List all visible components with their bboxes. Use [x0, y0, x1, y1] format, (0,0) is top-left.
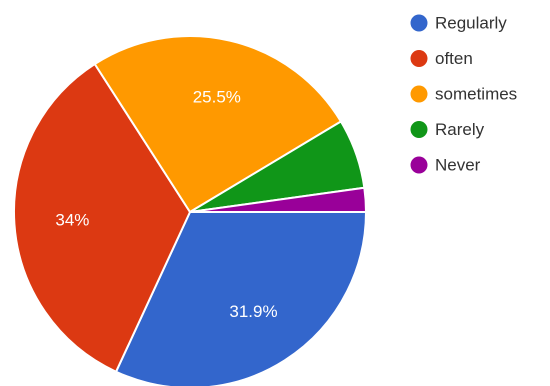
legend-label-rarely: Rarely [435, 120, 485, 139]
legend: Regularly often sometimes Rarely Never [410, 14, 517, 175]
legend-swatch-sometimes [410, 85, 428, 103]
pie-slice-never [189, 186, 367, 213]
legend-swatch-rarely [410, 121, 428, 138]
slice-label-sometimes: 25.5% [193, 88, 241, 107]
legend-label-never: Never [435, 156, 481, 175]
pie-slice-sometimes [93, 35, 342, 213]
pie-slice-often [13, 62, 191, 373]
legend-swatch-often [410, 50, 428, 67]
slice-label-often: 34% [55, 211, 89, 230]
legend-item-never: Never [410, 156, 481, 175]
pie-slice-regularly [115, 211, 367, 386]
pie-slices [13, 35, 367, 386]
pie-slice-labels: 31.9% 34% 25.5% [55, 88, 277, 321]
legend-item-often: often [410, 49, 473, 68]
legend-item-regularly: Regularly [410, 14, 507, 33]
legend-swatch-regularly [410, 14, 428, 32]
slice-label-regularly: 31.9% [229, 302, 277, 321]
legend-label-regularly: Regularly [435, 14, 507, 33]
legend-label-often: often [435, 49, 473, 68]
legend-item-sometimes: sometimes [410, 85, 517, 104]
legend-swatch-never [410, 156, 428, 174]
legend-item-rarely: Rarely [410, 120, 485, 139]
legend-label-sometimes: sometimes [435, 85, 517, 104]
